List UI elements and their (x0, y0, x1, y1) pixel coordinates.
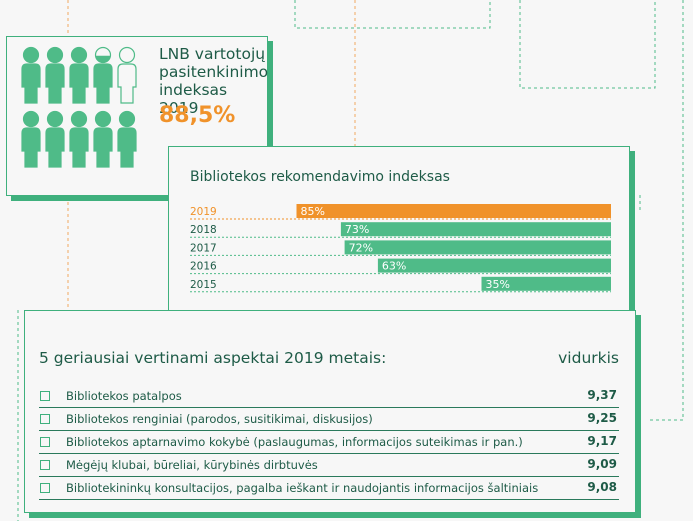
bar-value-label: 35% (486, 278, 510, 291)
person-icon (45, 46, 65, 104)
person-icon (21, 46, 41, 104)
recommendation-bar-chart: 2019 85% 2018 73% 2017 72% 2016 63% 2015 35% (190, 204, 611, 293)
person-icon (69, 46, 89, 104)
category-label: 2017 (190, 242, 217, 254)
top-aspects-title: 5 geriausiai vertinami aspektai 2019 met… (39, 349, 387, 367)
person-icon (117, 46, 137, 104)
category-label: 2019 (190, 206, 217, 218)
top-aspects-card: 5 geriausiai vertinami aspektai 2019 met… (24, 310, 636, 513)
checkbox-icon (40, 414, 50, 424)
list-item: Bibliotekininkų konsultacijos, pagalba i… (39, 477, 619, 500)
aspect-average: 9,08 (587, 480, 617, 494)
bar-value-label: 63% (382, 260, 406, 273)
category-label: 2015 (190, 279, 217, 291)
bar (481, 276, 611, 291)
aspect-label: Bibliotekos renginiai (parodos, susitiki… (66, 412, 373, 426)
bar-value-label: 72% (349, 241, 373, 254)
checkbox-icon (40, 437, 50, 447)
people-pictogram (21, 46, 137, 168)
bar (377, 258, 611, 273)
bar (296, 204, 611, 218)
list-item: Bibliotekos patalpos 9,37 (39, 385, 619, 408)
bar (340, 222, 611, 237)
category-label: 2018 (190, 224, 217, 236)
satisfaction-index-value: 88,5% (159, 103, 236, 128)
aspect-average: 9,25 (587, 411, 617, 425)
person-icon (21, 110, 41, 168)
aspect-average: 9,17 (587, 434, 617, 448)
aspect-label: Bibliotekininkų konsultacijos, pagalba i… (66, 481, 539, 495)
aspect-label: Bibliotekos aptarnavimo kokybė (paslaugu… (66, 435, 523, 449)
bar-value-label: 85% (301, 205, 325, 218)
aspect-average: 9,37 (587, 388, 617, 402)
checkbox-icon (40, 483, 50, 493)
person-icon (117, 110, 137, 168)
aspect-average: 9,09 (587, 457, 617, 471)
list-item: Bibliotekos aptarnavimo kokybė (paslaugu… (39, 431, 619, 454)
aspect-label: Bibliotekos patalpos (66, 389, 182, 403)
satisfaction-index-title: LNB vartotojų pasitenkinimo indeksas 201… (159, 45, 269, 117)
aspect-label: Mėgėjų klubai, būreliai, kūrybinės dirbt… (66, 458, 318, 472)
category-label: 2016 (190, 261, 217, 273)
person-icon (93, 46, 113, 104)
person-icon (93, 110, 113, 168)
checkbox-icon (40, 460, 50, 470)
bar (344, 240, 611, 255)
checkbox-icon (40, 391, 50, 401)
person-icon (45, 110, 65, 168)
recommendation-index-card: Bibliotekos rekomendavimo indeksas 2019 8… (168, 146, 630, 316)
recommendation-chart-title: Bibliotekos rekomendavimo indeksas (190, 169, 450, 185)
average-column-label: vidurkis (558, 349, 619, 367)
bar-value-label: 73% (345, 223, 369, 236)
person-icon (69, 110, 89, 168)
top-aspects-list: Bibliotekos patalpos 9,37 Bibliotekos reng… (39, 385, 619, 500)
list-item: Bibliotekos renginiai (parodos, susitiki… (39, 408, 619, 431)
list-item: Mėgėjų klubai, būreliai, kūrybinės dirbt… (39, 454, 619, 477)
